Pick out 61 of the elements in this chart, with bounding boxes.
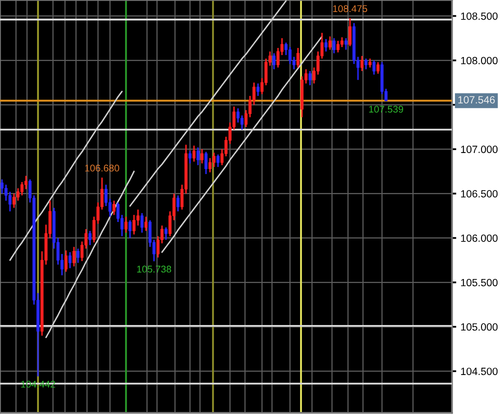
candlestick	[328, 36, 332, 50]
y-tick-label: 106.000	[461, 234, 498, 242]
candlestick	[212, 152, 216, 168]
y-tick-label: 108.000	[461, 56, 498, 64]
candlestick	[364, 58, 368, 70]
y-tick-label: 105.500	[461, 278, 498, 286]
candlestick	[296, 47, 300, 68]
annotation: 106.680	[85, 164, 120, 172]
y-tick-label: 104.500	[461, 368, 498, 376]
y-tick-label: 105.000	[461, 323, 498, 331]
annotation: 108.475	[333, 5, 368, 12]
candlestick	[216, 154, 220, 168]
candlestick	[12, 192, 16, 208]
y-tick-label: 108.500	[461, 12, 498, 20]
candlestick	[324, 38, 328, 52]
candlestick	[128, 220, 132, 239]
candlestick	[240, 114, 244, 130]
candlestick	[336, 40, 340, 54]
candlestick	[288, 46, 292, 65]
candlestick	[88, 230, 92, 246]
candlestick	[8, 191, 12, 212]
candlestick	[124, 216, 128, 234]
candlestick	[192, 144, 196, 162]
candlestick	[272, 52, 276, 70]
candlestick	[344, 37, 348, 50]
annotation: 105.738	[137, 266, 172, 273]
candlestick	[0, 178, 4, 194]
candlestick	[176, 194, 180, 212]
candlestick	[112, 200, 116, 216]
annotation: 104.442	[21, 380, 56, 388]
candlestick	[332, 37, 336, 54]
candlestick	[144, 216, 148, 232]
candlestick	[20, 181, 24, 196]
candlestick	[76, 248, 80, 264]
candlestick	[308, 70, 312, 86]
candlestick	[24, 175, 28, 190]
candlestick	[64, 250, 68, 272]
candlestick	[16, 188, 20, 202]
candlestick	[276, 47, 280, 68]
candlestick	[188, 150, 192, 164]
candlestick	[164, 226, 168, 240]
candlestick	[376, 61, 380, 74]
candlestick	[256, 82, 260, 97]
annotation: 107.539	[369, 106, 404, 113]
candlestick	[236, 108, 240, 124]
candlestick	[68, 252, 72, 269]
ref-line-label: 107.546	[458, 96, 495, 104]
candlestick	[72, 246, 76, 268]
y-tick-label: 107.000	[461, 146, 498, 154]
candlestick	[196, 146, 200, 166]
candlestick	[140, 212, 144, 234]
candlestick	[208, 157, 212, 173]
candlestick	[348, 18, 352, 47]
candlestick	[200, 148, 204, 164]
candlestick	[4, 184, 8, 202]
candlestick	[340, 36, 344, 48]
candlestick	[372, 60, 376, 76]
candlestick	[360, 55, 364, 72]
y-tick-label: 106.500	[461, 190, 498, 198]
candlestick	[204, 151, 208, 175]
candlestick	[132, 214, 136, 236]
